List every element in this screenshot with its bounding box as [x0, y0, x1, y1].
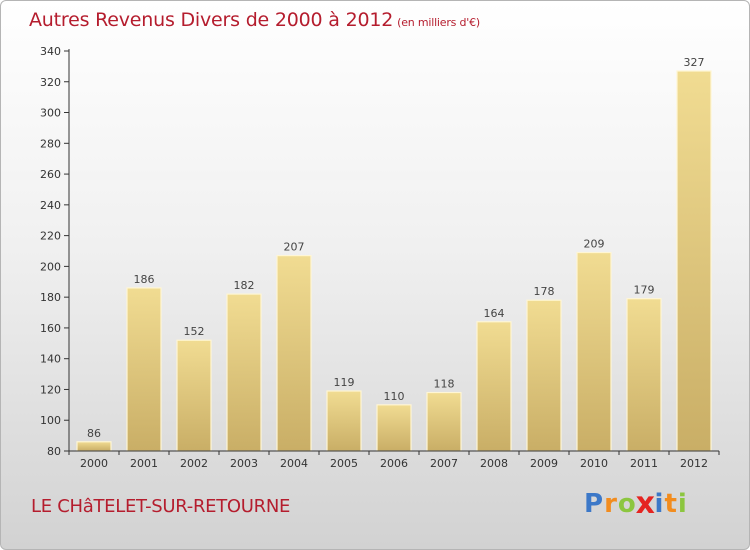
value-label-2005: 119 — [334, 376, 355, 389]
chart-subtitle: (en milliers d'€) — [397, 16, 481, 29]
y-tick-label-140: 140 — [40, 353, 61, 366]
value-label-2006: 110 — [384, 390, 405, 403]
value-label-2003: 182 — [234, 279, 255, 292]
chart-title-text: Autres Revenus Divers de 2000 à 2012 — [29, 9, 394, 31]
y-tick-label-160: 160 — [40, 322, 61, 335]
bar-2007 — [426, 391, 462, 452]
bar-2002 — [176, 339, 212, 452]
commune-name: LE CHâTELET-SUR-RETOURNE — [31, 496, 291, 517]
bar-2009 — [526, 299, 562, 452]
bar-2008 — [476, 321, 512, 452]
y-axis: 80 100 120 140 160 180 200 220 240 260 280 300 320 34… — [40, 45, 70, 458]
logo-letter: x — [635, 486, 656, 522]
bar-2005 — [326, 390, 362, 452]
value-label-2010: 209 — [584, 238, 605, 251]
x-tick-label-2006: 2006 — [380, 457, 408, 470]
x-tick-label-2001: 2001 — [130, 457, 158, 470]
y-tick-label-80: 80 — [47, 445, 61, 458]
x-tick-label-2004: 2004 — [280, 457, 308, 470]
x-tick-label-2011: 2011 — [630, 457, 658, 470]
x-tick-label-2007: 2007 — [430, 457, 458, 470]
x-axis: 2000 2001 2002 2003 2004 2005 2006 2007 2008 2009… — [68, 450, 720, 470]
logo-letter: P — [584, 489, 605, 519]
x-tick-label-2010: 2010 — [580, 457, 608, 470]
data-labels-group: 86 186 152 182 207 119 110 118 164 178 209 179 327 — [87, 56, 705, 440]
bar-2012 — [676, 70, 712, 452]
y-tick-label-220: 220 — [40, 230, 61, 243]
x-tick-label-2003: 2003 — [230, 457, 258, 470]
x-tick-label-2009: 2009 — [530, 457, 558, 470]
value-label-2009: 178 — [534, 285, 555, 298]
x-tick-label-2012: 2012 — [680, 457, 708, 470]
value-label-2011: 179 — [634, 284, 655, 297]
x-tick-label-2005: 2005 — [330, 457, 358, 470]
value-label-2000: 86 — [87, 427, 101, 440]
chart-title: Autres Revenus Divers de 2000 à 2012 (en … — [29, 9, 480, 31]
y-tick-label-240: 240 — [40, 199, 61, 212]
y-tick-label-180: 180 — [40, 291, 61, 304]
y-tick-label-340: 340 — [40, 45, 61, 58]
bar-2000 — [76, 441, 112, 452]
y-tick-label-260: 260 — [40, 168, 61, 181]
bar-2011 — [626, 298, 662, 452]
y-tick-label-300: 300 — [40, 107, 61, 120]
logo-letter: r — [604, 489, 618, 519]
y-tick-label-120: 120 — [40, 383, 61, 396]
bars-group — [76, 70, 712, 452]
y-tick-label-200: 200 — [40, 260, 61, 273]
proxiti-logo[interactable]: Proxiti — [584, 486, 688, 522]
value-label-2004: 207 — [284, 241, 305, 254]
y-tick-label-280: 280 — [40, 137, 61, 150]
x-tick-label-2000: 2000 — [80, 457, 108, 470]
value-label-2001: 186 — [134, 273, 155, 286]
logo-letter: o — [617, 489, 637, 519]
value-label-2012: 327 — [684, 56, 705, 69]
value-label-2002: 152 — [184, 325, 205, 338]
bar-2010 — [576, 251, 612, 452]
value-label-2007: 118 — [434, 378, 455, 391]
x-tick-label-2002: 2002 — [180, 457, 208, 470]
logo-letter: i — [654, 489, 665, 519]
bar-2003 — [226, 293, 262, 452]
value-label-2008: 164 — [484, 307, 505, 320]
bar-2001 — [126, 287, 162, 452]
y-tick-label-100: 100 — [40, 414, 61, 427]
bar-2006 — [376, 404, 412, 452]
logo-letter: t — [664, 489, 678, 519]
y-tick-label-320: 320 — [40, 76, 61, 89]
x-tick-label-2008: 2008 — [480, 457, 508, 470]
logo-letter: i — [677, 489, 688, 519]
bar-2004 — [276, 255, 312, 452]
